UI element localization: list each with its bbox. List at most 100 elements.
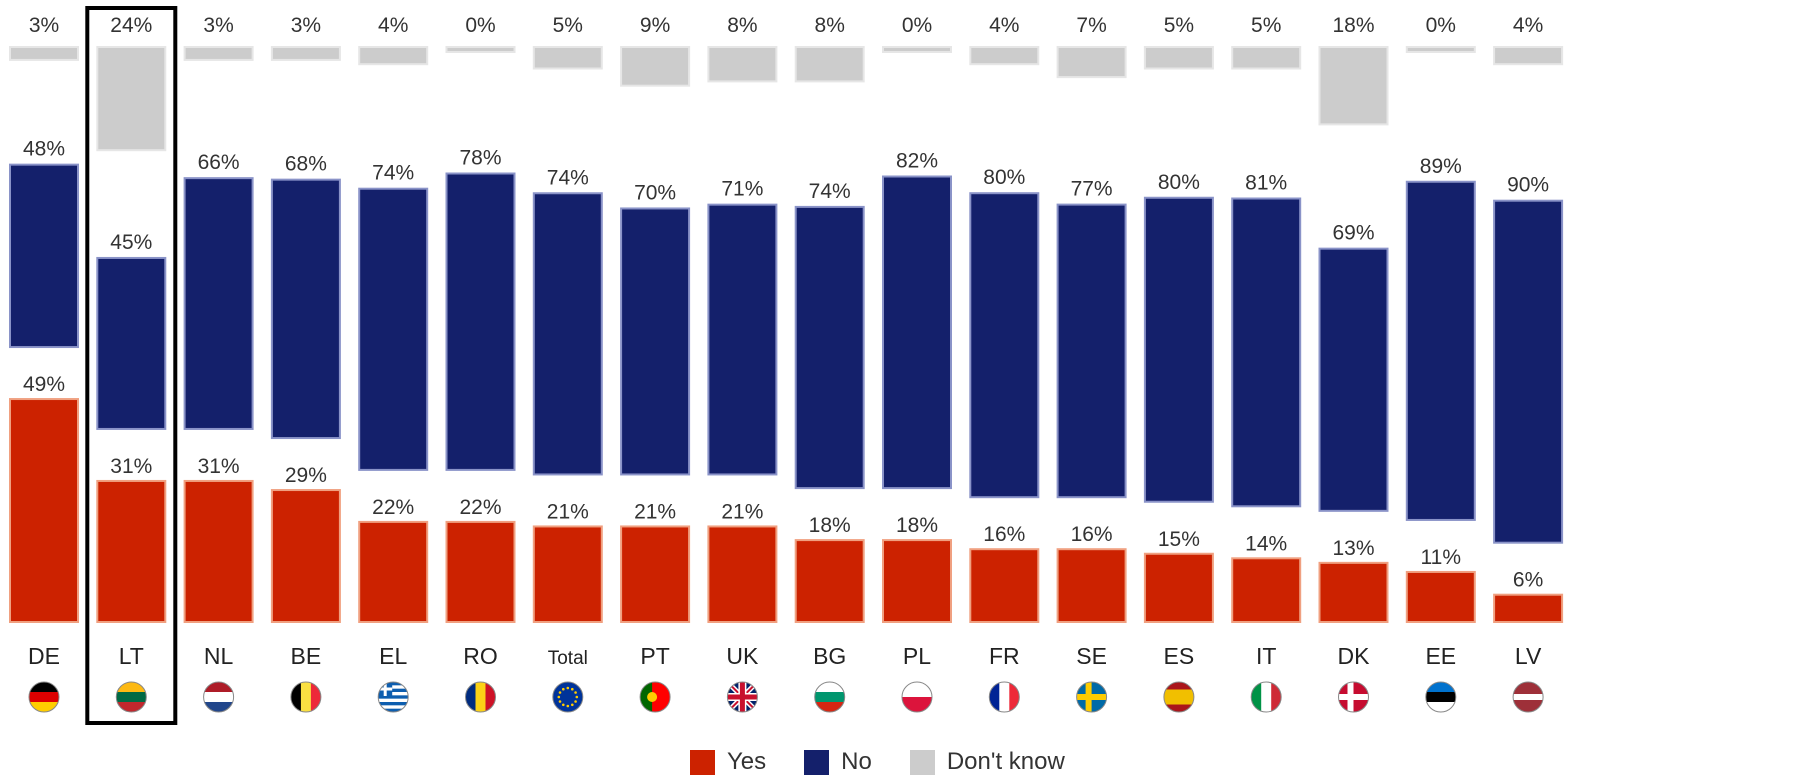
bar-no-be bbox=[270, 178, 341, 440]
legend-item-yes: Yes bbox=[690, 748, 766, 776]
label-dont-know-it: 5% bbox=[1251, 14, 1281, 37]
bar-no-es bbox=[1143, 196, 1214, 503]
bar-dont-know-uk bbox=[707, 46, 778, 83]
bar-no-de bbox=[9, 163, 79, 349]
label-no-bg: 74% bbox=[809, 180, 851, 203]
label-no-ro: 78% bbox=[459, 147, 501, 170]
bar-yes-es bbox=[1143, 552, 1214, 623]
label-no-ee: 89% bbox=[1420, 155, 1462, 178]
bar-no-bg bbox=[794, 205, 865, 490]
label-yes-ee: 11% bbox=[1421, 546, 1461, 569]
category-label-nl: NL bbox=[204, 643, 234, 669]
category-label-pt: PT bbox=[640, 643, 669, 669]
bar-dont-know-es bbox=[1143, 46, 1214, 70]
label-no-total: 74% bbox=[547, 166, 589, 189]
netherlands-flag-icon bbox=[203, 681, 235, 713]
bar-group-dk: 13% 69% 18% DK bbox=[1318, 14, 1389, 713]
bar-yes-lt bbox=[96, 479, 167, 624]
bar-yes-pl bbox=[882, 539, 952, 623]
label-no-nl: 66% bbox=[198, 151, 240, 174]
bar-dont-know-pt bbox=[620, 46, 691, 87]
bar-group-pt: 21% 70% 9% PT bbox=[620, 14, 691, 713]
label-yes-be: 29% bbox=[285, 464, 327, 487]
label-no-lt: 45% bbox=[110, 231, 152, 254]
label-no-pl: 82% bbox=[896, 150, 938, 173]
label-dont-know-lv: 4% bbox=[1513, 14, 1543, 37]
legend-swatch-yes bbox=[690, 749, 715, 775]
label-yes-pl: 18% bbox=[896, 514, 938, 537]
category-label-se: SE bbox=[1076, 643, 1107, 669]
category-label-es: ES bbox=[1164, 643, 1195, 669]
belgium-flag-icon bbox=[290, 681, 322, 713]
bar-dont-know-fr bbox=[969, 46, 1040, 66]
estonia-flag-icon bbox=[1425, 681, 1457, 713]
france-flag-icon bbox=[988, 681, 1020, 713]
label-dont-know-lt: 24% bbox=[110, 14, 152, 37]
label-dont-know-fr: 4% bbox=[989, 14, 1019, 37]
sweden-flag-icon bbox=[1076, 681, 1108, 713]
bar-dont-know-el bbox=[358, 46, 429, 66]
legend-label-dont-know: Don't know bbox=[946, 748, 1065, 775]
latvia-flag-icon bbox=[1512, 681, 1544, 713]
bar-dont-know-se bbox=[1056, 46, 1127, 79]
bar-yes-be bbox=[270, 489, 341, 623]
bar-yes-el bbox=[358, 520, 429, 624]
bar-no-pl bbox=[882, 175, 952, 490]
category-label-ee: EE bbox=[1425, 643, 1456, 669]
label-dont-know-nl: 3% bbox=[203, 14, 233, 37]
bar-no-lt bbox=[96, 256, 167, 430]
bar-group-it: 14% 81% 5% IT bbox=[1231, 14, 1302, 713]
denmark-flag-icon bbox=[1338, 681, 1369, 713]
label-yes-uk: 21% bbox=[721, 500, 763, 523]
label-dont-know-ee: 0% bbox=[1426, 14, 1456, 37]
label-dont-know-pt: 9% bbox=[640, 14, 670, 37]
label-dont-know-de: 3% bbox=[29, 14, 59, 37]
bar-no-ee bbox=[1405, 180, 1476, 521]
label-no-de: 48% bbox=[23, 138, 65, 161]
bar-no-pt bbox=[620, 207, 691, 476]
bar-group-es: 15% 80% 5% ES bbox=[1143, 14, 1214, 713]
highlight-box-lt bbox=[85, 6, 178, 725]
category-label-be: BE bbox=[291, 643, 322, 669]
label-dont-know-el: 4% bbox=[378, 14, 408, 37]
germany-flag-icon bbox=[28, 681, 60, 713]
bar-dont-know-ee bbox=[1405, 46, 1476, 53]
bar-dont-know-lt bbox=[96, 46, 167, 152]
category-label-lt: LT bbox=[119, 643, 144, 669]
category-label-el: EL bbox=[379, 643, 407, 669]
bar-group-se: 16% 77% 7% SE bbox=[1056, 14, 1127, 713]
bar-group-total: 21% 74% 5% Total bbox=[532, 14, 603, 713]
category-label-de: DE bbox=[28, 643, 60, 669]
bar-yes-fr bbox=[969, 548, 1040, 624]
label-no-be: 68% bbox=[285, 153, 327, 176]
bar-no-nl bbox=[183, 177, 254, 430]
category-label-lv: LV bbox=[1515, 643, 1542, 669]
label-yes-lv: 6% bbox=[1513, 569, 1543, 592]
category-label-dk: DK bbox=[1338, 643, 1371, 669]
bar-dont-know-it bbox=[1231, 46, 1302, 70]
bar-yes-total bbox=[532, 525, 603, 624]
bar-yes-nl bbox=[183, 479, 254, 624]
bar-group-fr: 16% 80% 4% FR bbox=[969, 14, 1040, 713]
bar-group-bg: 18% 74% 8% BG bbox=[794, 14, 865, 713]
category-label-it: IT bbox=[1256, 643, 1276, 669]
label-no-es: 80% bbox=[1158, 171, 1200, 194]
bar-yes-uk bbox=[707, 525, 778, 624]
bar-yes-bg bbox=[794, 539, 865, 623]
label-yes-se: 16% bbox=[1071, 523, 1113, 546]
bar-no-ro bbox=[445, 172, 516, 471]
bar-dont-know-lv bbox=[1493, 46, 1564, 66]
bar-yes-it bbox=[1231, 557, 1302, 623]
bar-no-lv bbox=[1493, 199, 1564, 544]
label-dont-know-es: 5% bbox=[1164, 14, 1194, 37]
eu-flag-icon bbox=[552, 681, 584, 713]
legend: Yes No Don't know bbox=[690, 748, 1103, 776]
label-dont-know-ro: 0% bbox=[465, 14, 495, 37]
legend-swatch-no bbox=[804, 749, 830, 775]
label-no-dk: 69% bbox=[1332, 222, 1374, 245]
lithuania-flag-icon bbox=[115, 681, 147, 713]
bar-group-be: 29% 68% 3% BE bbox=[270, 14, 341, 713]
bar-dont-know-bg bbox=[794, 46, 865, 83]
label-yes-lt: 31% bbox=[110, 455, 152, 478]
